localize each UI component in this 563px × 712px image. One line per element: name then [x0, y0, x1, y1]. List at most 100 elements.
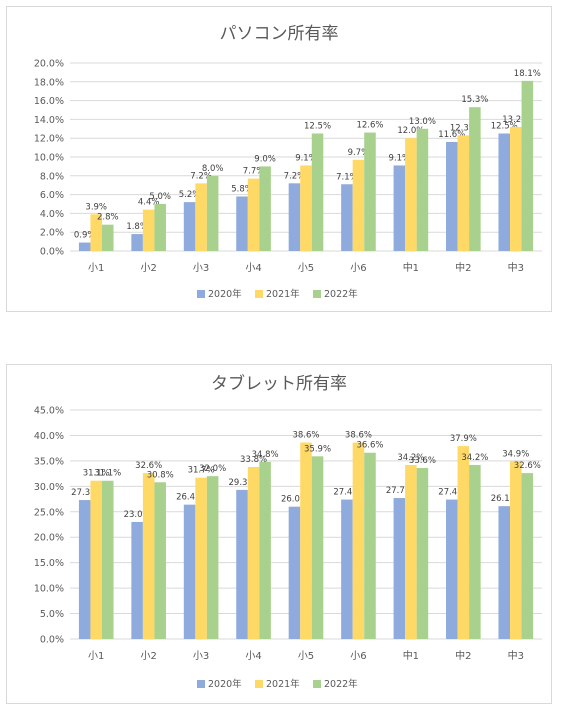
bar-2021年-中2: [457, 135, 470, 251]
y-tick-label: 12.0%: [34, 134, 64, 145]
bar-2022年-中2: [469, 464, 481, 639]
data-label: 27.3%: [71, 488, 98, 498]
category-label: 小2: [140, 262, 156, 274]
bar-2020年-小5: [288, 506, 301, 639]
data-label: 5.2%: [179, 190, 201, 200]
data-label: 8.0%: [202, 164, 224, 174]
y-tick-label: 4.0%: [40, 209, 64, 220]
data-label: 27.4%: [438, 488, 465, 498]
data-label: 32.6%: [135, 461, 162, 471]
data-label: 5.0%: [149, 192, 171, 202]
legend-label: 2021年: [266, 678, 300, 690]
category-label: 小6: [350, 262, 366, 274]
data-label: 34.2%: [461, 453, 488, 463]
data-label: 12.0%: [397, 126, 424, 136]
data-label: 7.1%: [336, 172, 358, 182]
legend-label: 2022年: [324, 288, 358, 300]
data-label: 26.1%: [491, 494, 518, 504]
bar-2020年-小6: [341, 184, 353, 251]
legend-label: 2020年: [208, 288, 242, 300]
data-label: 12.6%: [356, 121, 383, 131]
bar-2022年-中1: [416, 468, 429, 639]
bar-2020年-小2: [131, 521, 143, 639]
bar-2021年-小3: [195, 477, 207, 639]
category-label: 小6: [350, 650, 366, 662]
bar-2022年-小3: [206, 476, 219, 639]
y-tick-label: 30.0%: [34, 482, 64, 493]
data-label: 38.6%: [345, 431, 372, 441]
bar-2022年-小2: [154, 482, 166, 639]
y-tick-label: 8.0%: [40, 171, 64, 182]
bar-2020年-小6: [341, 499, 353, 639]
data-label: 34.9%: [502, 449, 529, 459]
bar-2020年-小4: [236, 489, 248, 639]
y-tick-label: 35.0%: [34, 456, 64, 467]
bar-2020年-小1: [78, 242, 91, 251]
y-tick-label: 20.0%: [34, 533, 64, 544]
bar-2022年-小5: [311, 456, 324, 639]
y-tick-label: 18.0%: [34, 77, 64, 88]
data-label: 9.1%: [389, 153, 411, 163]
y-tick-label: 14.0%: [34, 115, 64, 126]
bar-2022年-小5: [311, 133, 324, 251]
bar-2021年-小5: [300, 165, 312, 251]
bar-2022年-小6: [364, 132, 376, 251]
bar-2021年-小3: [195, 183, 207, 251]
bar-2022年-中3: [521, 473, 534, 639]
data-label: 11.6%: [438, 130, 465, 140]
bar-2020年-中2: [446, 499, 458, 639]
data-label: 18.1%: [514, 69, 541, 79]
legend-label: 2021年: [266, 288, 300, 300]
data-label: 27.4%: [333, 488, 360, 498]
data-label: 37.9%: [450, 434, 477, 444]
category-label: 小5: [298, 650, 314, 662]
legend-label: 2020年: [208, 678, 242, 690]
data-label: 13.2%: [502, 115, 529, 125]
data-label: 35.9%: [304, 444, 331, 454]
y-tick-label: 16.0%: [34, 96, 64, 107]
bar-2020年-中1: [393, 498, 406, 639]
data-label: 9.1%: [295, 153, 317, 163]
data-label: 2.8%: [97, 213, 119, 223]
bar-2020年-中1: [393, 165, 406, 251]
data-label: 9.7%: [348, 148, 370, 158]
category-label: 小5: [298, 262, 314, 274]
data-label: 7.7%: [243, 167, 265, 177]
bar-2020年-小3: [183, 202, 196, 251]
bar-2022年-小4: [259, 461, 271, 639]
bar-2021年-小2: [142, 209, 155, 251]
legend-swatch: [313, 290, 321, 298]
y-tick-label: 25.0%: [34, 507, 64, 518]
data-label: 27.7%: [386, 486, 413, 496]
data-label: 32.0%: [199, 464, 226, 474]
bar-2020年-中2: [446, 141, 458, 251]
bar-2020年-小5: [288, 183, 301, 251]
y-tick-label: 0.0%: [40, 247, 64, 258]
legend-label: 2022年: [324, 678, 358, 690]
bar-2022年-中3: [521, 80, 534, 251]
bar-2020年-小3: [183, 504, 196, 639]
data-label: 3.9%: [85, 202, 107, 212]
data-label: 29.3%: [229, 478, 256, 488]
y-tick-label: 0.0%: [40, 635, 64, 646]
data-label: 1.8%: [126, 222, 148, 232]
pc-ownership-chart: パソコン所有率 0.0% 2.0% 4.0% 6.0% 8.0% 10.0% 12.0% 14.…: [6, 6, 552, 312]
data-label: 26.0%: [281, 495, 308, 505]
category-label: 中1: [403, 261, 419, 274]
y-tick-label: 10.0%: [34, 584, 64, 595]
data-label: 4.4%: [138, 198, 160, 208]
pc-ownership-chart-svg: パソコン所有率 0.0% 2.0% 4.0% 6.0% 8.0% 10.0% 12.0% 14.…: [34, 24, 542, 300]
category-label: 小4: [245, 262, 261, 274]
data-label: 5.8%: [231, 184, 253, 194]
bar-2020年-小4: [236, 196, 248, 251]
bar-2020年-中3: [498, 506, 511, 639]
y-tick-label: 5.0%: [40, 609, 64, 620]
bar-2022年-中1: [416, 128, 429, 251]
data-label: 33.6%: [409, 456, 436, 466]
data-label: 26.4%: [176, 493, 203, 503]
data-label: 31.1%: [94, 469, 121, 479]
legend-swatch: [255, 680, 263, 688]
bar-2021年-小5: [300, 442, 312, 639]
data-label: 31.1%: [83, 469, 110, 479]
data-label: 13.0%: [409, 117, 436, 127]
